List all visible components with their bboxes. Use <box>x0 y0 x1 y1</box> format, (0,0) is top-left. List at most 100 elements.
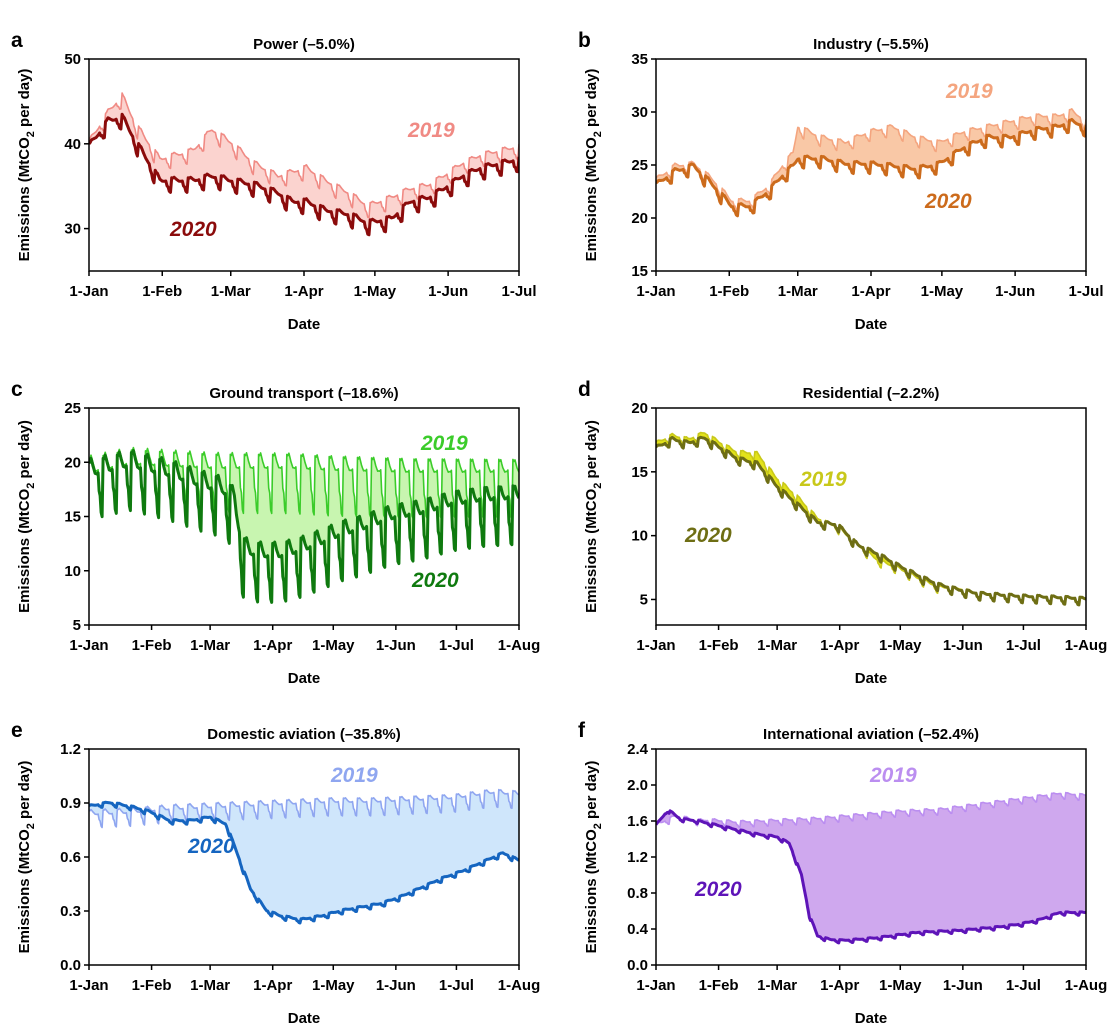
series-line-2020 <box>89 112 519 237</box>
difference-area <box>89 789 519 923</box>
series-label-2020: 2020 <box>924 190 972 213</box>
series-label-2019: 2019 <box>799 468 847 491</box>
y-tick-label: 0.4 <box>627 921 649 938</box>
y-tick-label: 35 <box>631 51 648 68</box>
x-tick-label: 1-Feb <box>699 977 739 994</box>
y-tick-label: 5 <box>640 591 648 608</box>
x-tick-label: 1-May <box>921 283 964 300</box>
series-line-2019 <box>656 431 1086 606</box>
y-tick-label: 20 <box>631 210 648 227</box>
x-tick-label: 1-Apr <box>253 977 292 994</box>
series-line-2019 <box>89 446 519 519</box>
panel-letter-f: f <box>578 719 586 742</box>
x-tick-label: 1-Jun <box>428 283 468 300</box>
panel-letter-d: d <box>578 378 591 401</box>
series-line-2019 <box>656 108 1086 212</box>
x-tick-label: 1-Feb <box>699 637 739 654</box>
x-tick-label: 1-Aug <box>1065 637 1108 654</box>
y-axis-label: Emissions (MtCO2 per day) <box>583 69 604 262</box>
x-tick-label: 1-Mar <box>190 637 230 654</box>
series-line-2019 <box>89 92 519 219</box>
x-tick-label: 1-Jan <box>636 283 675 300</box>
x-tick-label: 1-Mar <box>211 283 251 300</box>
series-label-2019: 2019 <box>407 119 455 142</box>
x-tick-label: 1-Apr <box>851 283 890 300</box>
y-tick-label: 15 <box>64 509 81 526</box>
x-tick-label: 1-Feb <box>132 977 172 994</box>
x-tick-label: 1-May <box>879 977 922 994</box>
panel-title: Domestic aviation (–35.8%) <box>207 726 400 743</box>
panel-f: f International aviation (–52.4%) 2019 2020… <box>578 719 1107 1027</box>
y-tick-label: 50 <box>64 51 81 68</box>
panel-letter-e: e <box>11 719 23 742</box>
series-line-2020 <box>656 435 1086 607</box>
y-tick-label: 10 <box>64 563 81 580</box>
x-tick-label: 1-May <box>312 977 355 994</box>
y-tick-label: 30 <box>631 104 648 121</box>
y-tick-label: 1.2 <box>627 849 648 866</box>
x-tick-label: 1-Jan <box>69 637 108 654</box>
x-tick-label: 1-Jul <box>1006 637 1041 654</box>
y-tick-label: 25 <box>631 157 648 174</box>
x-tick-label: 1-Apr <box>820 977 859 994</box>
plot-frame <box>655 407 1087 626</box>
x-tick-label: 1-Jul <box>439 637 474 654</box>
x-tick-label: 1-May <box>312 637 355 654</box>
x-tick-label: 1-Jan <box>636 977 675 994</box>
x-axis-label: Date <box>288 670 321 687</box>
series-line-2020 <box>656 809 1086 945</box>
x-tick-label: 1-Jul <box>501 283 536 300</box>
series-label-2019: 2019 <box>330 764 378 787</box>
y-tick-label: 5 <box>73 617 81 634</box>
series-line-2020 <box>89 449 519 604</box>
x-tick-label: 1-Feb <box>709 283 749 300</box>
y-tick-label: 15 <box>631 263 648 280</box>
x-tick-label: 1-Jul <box>1068 283 1103 300</box>
x-tick-label: 1-Jul <box>439 977 474 994</box>
panel-title: Residential (–2.2%) <box>803 385 940 402</box>
panel-letter-a: a <box>11 29 23 52</box>
x-tick-label: 1-Aug <box>498 637 541 654</box>
x-tick-label: 1-Aug <box>498 977 541 994</box>
series-label-2019: 2019 <box>869 764 917 787</box>
x-tick-label: 1-Feb <box>142 283 182 300</box>
series-label-2019: 2019 <box>420 432 468 455</box>
y-tick-label: 0.6 <box>60 849 81 866</box>
y-tick-label: 30 <box>64 221 81 238</box>
x-tick-label: 1-May <box>879 637 922 654</box>
y-tick-label: 1.2 <box>60 741 81 758</box>
x-tick-label: 1-Apr <box>284 283 323 300</box>
x-tick-label: 1-May <box>354 283 397 300</box>
x-tick-label: 1-Mar <box>757 977 797 994</box>
y-tick-label: 0.3 <box>60 903 81 920</box>
y-tick-label: 0.8 <box>627 885 648 902</box>
x-axis-label: Date <box>288 1010 321 1027</box>
series-label-2020: 2020 <box>684 524 732 547</box>
y-tick-label: 20 <box>64 454 81 471</box>
x-tick-label: 1-Mar <box>190 977 230 994</box>
panel-title: International aviation (–52.4%) <box>763 726 979 743</box>
series-label-2019: 2019 <box>945 80 993 103</box>
x-tick-label: 1-Apr <box>253 637 292 654</box>
y-axis-label: Emissions (MtCO2 per day) <box>583 761 604 954</box>
panel-letter-b: b <box>578 29 591 52</box>
y-tick-label: 25 <box>64 400 81 417</box>
y-axis-label: Emissions (MtCO2 per day) <box>16 420 37 613</box>
panel-a: a Power (–5.0%) 2019 2020 30 40 50 1-Jan 1-Feb 1-… <box>11 29 537 333</box>
x-tick-label: 1-Jan <box>69 283 108 300</box>
y-tick-label: 2.4 <box>627 741 649 758</box>
difference-area <box>656 432 1086 605</box>
x-tick-label: 1-Jun <box>995 283 1035 300</box>
x-tick-label: 1-Jun <box>376 637 416 654</box>
x-tick-label: 1-Jul <box>1006 977 1041 994</box>
y-tick-label: 0.0 <box>60 957 81 974</box>
x-axis-label: Date <box>288 316 321 333</box>
difference-area <box>656 792 1086 943</box>
y-tick-label: 0.9 <box>60 795 81 812</box>
panel-title: Ground transport (–18.6%) <box>209 385 398 402</box>
y-tick-label: 10 <box>631 528 648 545</box>
x-tick-label: 1-Mar <box>757 637 797 654</box>
series-label-2020: 2020 <box>411 569 459 592</box>
difference-area <box>89 447 519 603</box>
x-axis-label: Date <box>855 316 888 333</box>
